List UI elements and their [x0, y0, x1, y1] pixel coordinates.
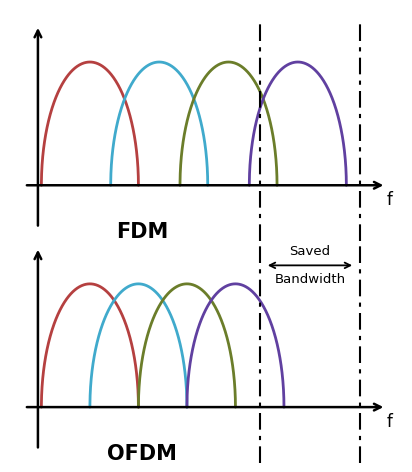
Text: f: f — [387, 413, 393, 431]
Text: Saved: Saved — [289, 245, 330, 258]
Text: Bandwidth: Bandwidth — [274, 273, 346, 286]
Text: FDM: FDM — [116, 222, 168, 242]
Text: OFDM: OFDM — [107, 444, 177, 464]
Text: f: f — [387, 192, 393, 210]
